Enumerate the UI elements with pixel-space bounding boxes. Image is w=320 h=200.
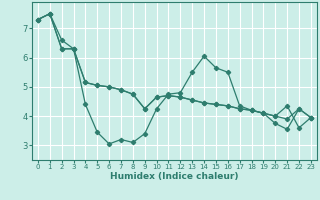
X-axis label: Humidex (Indice chaleur): Humidex (Indice chaleur) (110, 172, 239, 181)
